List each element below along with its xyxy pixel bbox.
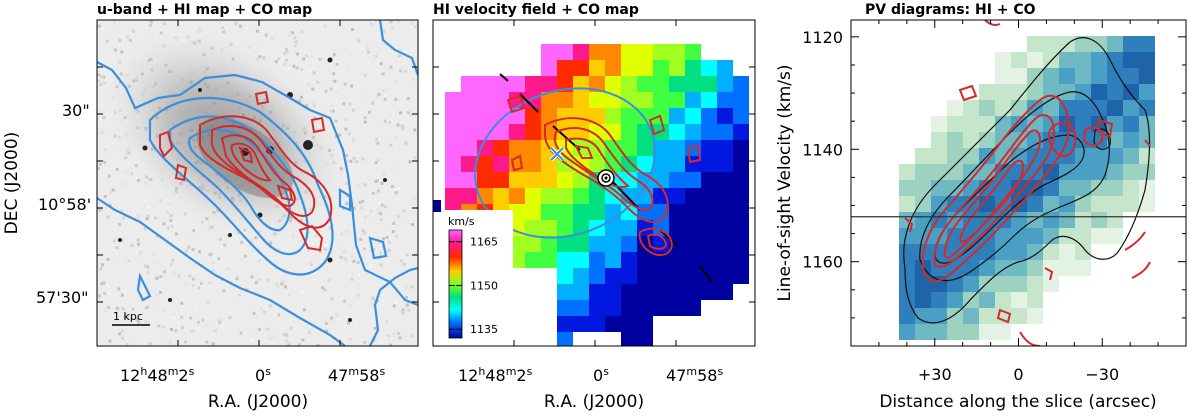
y-axis-label: Line-of-sight Velocity (km/s) — [775, 64, 795, 301]
x-tick-label: +30 — [918, 365, 952, 384]
star-source — [383, 178, 387, 182]
colorbar-unit: km/s — [448, 215, 475, 228]
star-source — [348, 318, 352, 322]
y-axis-label: DEC (J2000) — [2, 132, 22, 235]
star-source — [198, 88, 202, 92]
beam-ellipse — [474, 87, 656, 239]
scale-bar-label: 1 kpc — [113, 310, 143, 323]
star-source — [303, 140, 313, 150]
colorbar-tick-label: 1150 — [470, 279, 498, 292]
panel-b: HI velocity field + CO map — [432, 2, 756, 412]
x-axis-label: R.A. (J2000) — [208, 392, 308, 412]
star-source — [142, 145, 148, 151]
star-source — [168, 298, 172, 302]
panel-b-title: HI velocity field + CO map — [433, 2, 639, 18]
star-source — [327, 257, 333, 263]
y-tick-label: 1160 — [802, 253, 843, 272]
x-tick-label: 47m58s — [328, 365, 385, 385]
x-tick-label: 47m58s — [666, 365, 723, 385]
x-axis-label: R.A. (J2000) — [544, 392, 644, 412]
colorbar-tick-label: 1165 — [470, 236, 498, 249]
co-contours-b — [506, 94, 702, 256]
colorbar-tick-label: 1135 — [470, 323, 498, 336]
co-contours-a — [159, 90, 333, 252]
y-tick-label: 10°58' — [38, 195, 91, 214]
hi-contours — [97, 20, 418, 346]
star-source — [327, 57, 333, 63]
co-pv-contours — [904, 20, 1151, 346]
x-tick-label: 0s — [255, 365, 271, 385]
x-tick-label: 0 — [1013, 365, 1023, 384]
x-axis-label: Distance along the slice (arcsec) — [879, 392, 1156, 412]
y-tick-label: 1120 — [802, 28, 843, 47]
panel-a: u-band + HI map + CO map — [2, 2, 419, 412]
star-source — [257, 212, 263, 218]
x-tick-label: −30 — [1085, 365, 1119, 384]
star-source — [118, 238, 122, 242]
panel-c-title: PV diagrams: HI + CO — [865, 2, 1036, 18]
panel-a-title: u-band + HI map + CO map — [97, 2, 312, 18]
star-source — [228, 233, 232, 237]
y-tick-label: 57'30" — [36, 288, 88, 307]
colorbar — [448, 229, 463, 339]
y-tick-label: 1140 — [802, 140, 843, 159]
panel-c: PV diagrams: HI + CO — [775, 2, 1187, 412]
x-tick-label: 0s — [593, 365, 609, 385]
x-tick-label: 12h48m2s — [458, 365, 533, 385]
x-tick-label: 12h48m2s — [120, 365, 195, 385]
y-tick-label: 30" — [62, 101, 90, 120]
